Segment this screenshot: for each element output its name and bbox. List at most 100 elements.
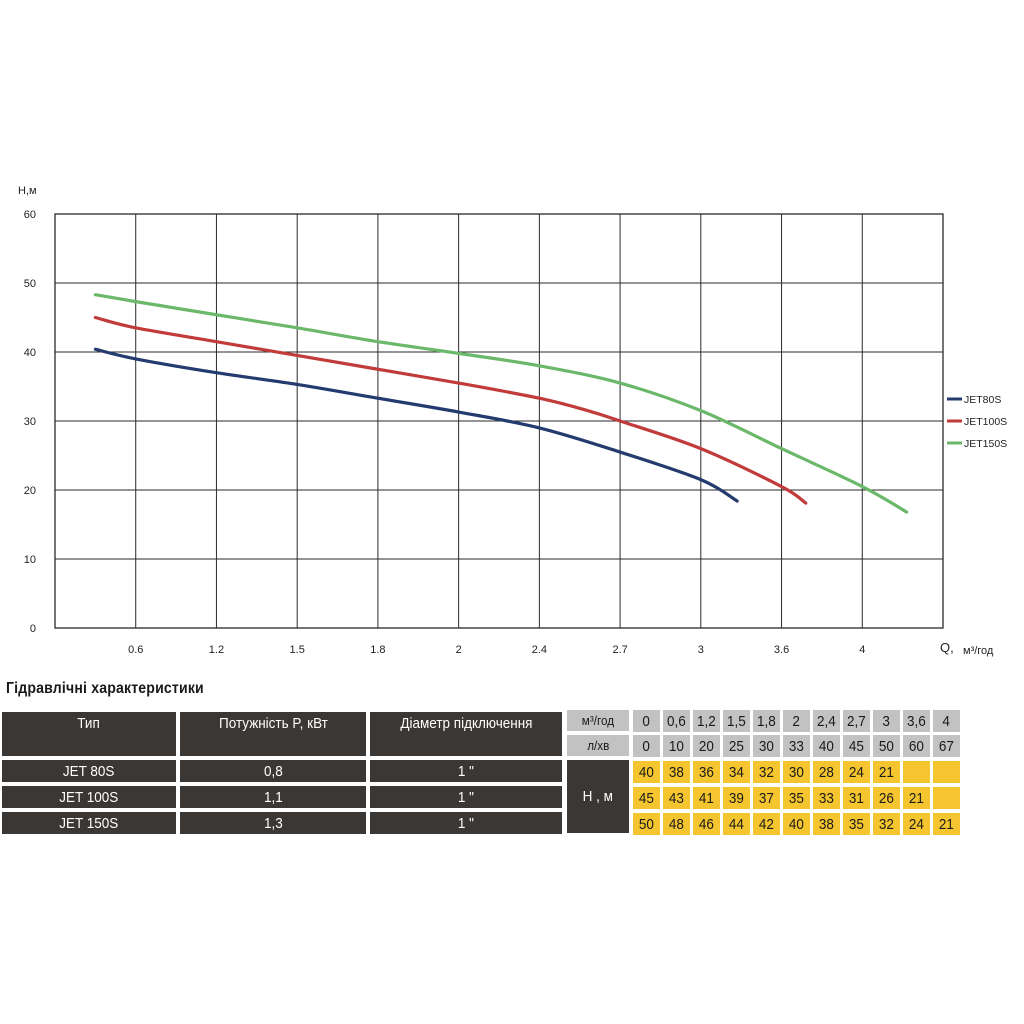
head-value-cell: 42 (753, 813, 781, 835)
head-value-cell: 41 (693, 787, 721, 809)
y-tick-label: 20 (24, 485, 36, 497)
flow-lmin-cell: 45 (843, 735, 871, 757)
head-value-cell: 34 (723, 761, 751, 783)
head-value-cell: 21 (903, 787, 931, 809)
flow-lmin-cell: 30 (753, 735, 781, 757)
head-value-cell: 36 (693, 761, 721, 783)
x-tick-label: 4 (859, 644, 865, 656)
head-value-cell: 48 (663, 813, 691, 835)
row-diameter: 1 " (370, 786, 562, 808)
head-value-cell: 32 (873, 813, 901, 835)
flow-lmin-cell: 40 (813, 735, 841, 757)
flow-m3-cell: 1,2 (693, 710, 721, 732)
flow-lmin-cell: 10 (663, 735, 691, 757)
x-tick-label: 1.2 (209, 644, 224, 656)
head-value-cell: 38 (663, 761, 691, 783)
x-tick-label: 2.7 (612, 644, 627, 656)
row-model: JET 150S (2, 812, 176, 834)
row-model: JET 80S (2, 760, 176, 782)
head-value-cell: 46 (693, 813, 721, 835)
head-value-cell: 32 (753, 761, 781, 783)
flow-lmin-cell: 33 (783, 735, 811, 757)
series-line-jet150s (93, 293, 909, 514)
flow-m3-cell: 2 (783, 710, 811, 732)
head-value-cell: 33 (813, 787, 841, 809)
legend-label: JET100S (964, 416, 1007, 428)
head-value-cell: 24 (843, 761, 871, 783)
flow-lmin-cell: 20 (693, 735, 721, 757)
flow-lmin-cell: 25 (723, 735, 751, 757)
flow-m3-cell: 3,6 (903, 710, 931, 732)
head-value-cell: 38 (813, 813, 841, 835)
head-value-cell: 37 (753, 787, 781, 809)
series-line-jet80s (93, 347, 739, 503)
head-value-cell: 45 (633, 787, 661, 809)
x-tick-label: 2.4 (532, 644, 547, 656)
flow-m3-cell: 3 (873, 710, 901, 732)
flow-lmin-cell: 67 (933, 735, 961, 757)
flow-lmin-cell: 50 (873, 735, 901, 757)
legend-label: JET80S (964, 394, 1001, 406)
head-value-cell (933, 787, 961, 809)
flow-m3-cell: 0 (633, 710, 661, 732)
chart-legend: JET80S JET100S JET150S (947, 394, 1007, 450)
row-power: 1,3 (180, 812, 366, 834)
head-value-cell: 40 (633, 761, 661, 783)
flow-m3-cell: 0,6 (663, 710, 691, 732)
x-axis-ticks: 0.6 1.2 1.5 1.8 2 2.4 2.7 3 3.6 4 (128, 644, 865, 656)
row-power: 1,1 (180, 786, 366, 808)
header-power: Потужність P, кВт (180, 712, 366, 756)
head-value-cell (903, 761, 931, 783)
head-value-cell: 21 (873, 761, 901, 783)
y-tick-label: 50 (24, 278, 36, 290)
head-value-cell: 26 (873, 787, 901, 809)
series-line-jet100s (93, 315, 808, 505)
y-axis-label: H,м (18, 185, 37, 197)
head-flow-chart: 0 10 20 30 40 50 60 0.6 1.2 1.5 1.8 2 2.4 2.7 3 3.6 4 H… (18, 185, 1007, 657)
x-tick-label: 3.6 (774, 644, 789, 656)
row-diameter: 1 " (370, 812, 562, 834)
head-value-cell: 40 (783, 813, 811, 835)
head-value-cell: 39 (723, 787, 751, 809)
head-value-cell: 35 (843, 813, 871, 835)
y-axis-ticks: 0 10 20 30 40 50 60 (24, 209, 36, 635)
row-power: 0,8 (180, 760, 366, 782)
flow-lmin-cell: 0 (633, 735, 661, 757)
y-tick-label: 0 (30, 623, 36, 635)
head-value-cell: 21 (933, 813, 961, 835)
x-axis-unit: м³/год (963, 645, 994, 657)
header-unit-lmin: л/хв (567, 735, 629, 756)
flow-m3-cell: 1,8 (753, 710, 781, 732)
head-value-cell: 35 (783, 787, 811, 809)
row-diameter: 1 " (370, 760, 562, 782)
head-value-cell: 28 (813, 761, 841, 783)
head-value-cell: 50 (633, 813, 661, 835)
x-tick-label: 0.6 (128, 644, 143, 656)
flow-m3-cell: 2,7 (843, 710, 871, 732)
head-value-cell: 44 (723, 813, 751, 835)
head-value-cell: 24 (903, 813, 931, 835)
x-tick-label: 1.5 (290, 644, 305, 656)
y-tick-label: 30 (24, 416, 36, 428)
x-tick-label: 1.8 (370, 644, 385, 656)
x-tick-label: 2 (456, 644, 462, 656)
head-value-cell (933, 761, 961, 783)
flow-m3-cell: 2,4 (813, 710, 841, 732)
x-axis-label: Q, (940, 640, 954, 655)
y-tick-label: 10 (24, 554, 36, 566)
x-tick-label: 3 (698, 644, 704, 656)
header-diameter: Діаметр підключення (370, 712, 562, 756)
flow-lmin-cell: 60 (903, 735, 931, 757)
y-tick-label: 60 (24, 209, 36, 221)
legend-label: JET150S (964, 438, 1007, 450)
head-value-cell: 43 (663, 787, 691, 809)
y-tick-label: 40 (24, 347, 36, 359)
chart-series (93, 293, 909, 514)
header-unit-m3: м³/год (567, 710, 629, 731)
flow-m3-cell: 1,5 (723, 710, 751, 732)
flow-m3-cell: 4 (933, 710, 961, 732)
header-type: Тип (2, 712, 176, 756)
head-value-cell: 31 (843, 787, 871, 809)
section-title: Гідравлічні характеристики (6, 680, 204, 697)
row-model: JET 100S (2, 786, 176, 808)
